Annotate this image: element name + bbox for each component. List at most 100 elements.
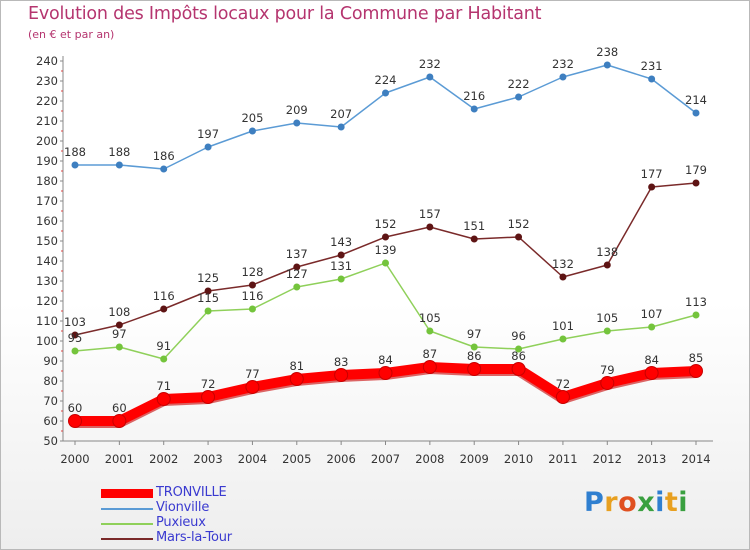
y-tick-label: 230: [36, 74, 58, 88]
y-tick-label: 190: [36, 154, 58, 168]
data-point-mars-la-tour: [71, 331, 79, 339]
data-point-vionville: [160, 165, 168, 173]
y-tick-label: 130: [36, 274, 58, 288]
x-tick-label: 2000: [60, 452, 89, 466]
logo-letter: x: [637, 487, 656, 518]
x-tick-label: 2008: [415, 452, 444, 466]
data-label-mars-la-tour: 177: [641, 167, 663, 181]
data-point-vionville: [293, 119, 301, 127]
data-point-puxieux: [426, 327, 434, 335]
logo-letter: r: [604, 487, 619, 518]
data-point-vionville: [204, 143, 212, 151]
data-point-puxieux: [603, 327, 611, 335]
data-point-tronville: [467, 362, 482, 376]
data-label-vionville: 216: [463, 89, 485, 103]
data-label-tronville: 86: [467, 349, 482, 363]
y-tick-label: 240: [36, 54, 58, 68]
data-label-puxieux: 115: [197, 291, 219, 305]
x-tick-label: 2014: [681, 452, 710, 466]
data-point-tronville: [289, 372, 304, 386]
data-label-vionville: 214: [685, 93, 707, 107]
data-point-mars-la-tour: [692, 179, 700, 187]
data-label-puxieux: 97: [112, 327, 127, 341]
x-tick-label: 2001: [105, 452, 134, 466]
data-point-vionville: [648, 75, 656, 83]
data-label-vionville: 222: [508, 77, 530, 91]
data-point-tronville: [511, 362, 526, 376]
data-point-vionville: [382, 89, 389, 97]
data-label-puxieux: 116: [241, 289, 263, 303]
y-tick-label: 140: [36, 254, 58, 268]
legend: TRONVILLE Vionville Puxieux Mars-la-Tour: [101, 485, 301, 546]
data-point-puxieux: [382, 259, 389, 267]
data-point-mars-la-tour: [115, 321, 123, 329]
data-label-puxieux: 101: [552, 319, 574, 333]
data-point-puxieux: [648, 323, 656, 331]
data-point-puxieux: [515, 345, 523, 353]
data-label-tronville: 79: [600, 363, 615, 377]
data-point-mars-la-tour: [382, 233, 389, 241]
y-tick-label: 70: [43, 394, 58, 408]
proxiti-logo: Proxiti: [584, 487, 688, 518]
data-label-mars-la-tour: 151: [463, 219, 485, 233]
logo-letter: i: [678, 487, 689, 518]
data-label-mars-la-tour: 132: [552, 257, 574, 271]
data-point-mars-la-tour: [337, 251, 345, 259]
y-tick-label: 100: [36, 334, 58, 348]
data-label-mars-la-tour: 103: [64, 315, 86, 329]
data-label-puxieux: 105: [596, 311, 618, 325]
data-point-vionville: [71, 161, 79, 169]
x-tick-label: 2012: [593, 452, 622, 466]
y-tick-label: 90: [43, 354, 58, 368]
x-tick-label: 2010: [504, 452, 533, 466]
data-point-mars-la-tour: [160, 305, 168, 313]
data-point-vionville: [470, 105, 478, 113]
data-label-vionville: 188: [64, 145, 86, 159]
data-label-puxieux: 95: [68, 331, 83, 345]
legend-item-vionville: Vionville: [101, 500, 301, 516]
data-label-mars-la-tour: 179: [685, 163, 707, 177]
data-label-tronville: 85: [689, 351, 704, 365]
y-tick-label: 150: [36, 234, 58, 248]
x-tick-label: 2007: [371, 452, 400, 466]
data-label-vionville: 186: [153, 149, 175, 163]
data-label-mars-la-tour: 138: [596, 245, 618, 259]
data-point-puxieux: [204, 307, 212, 315]
x-tick-label: 2009: [460, 452, 489, 466]
data-label-puxieux: 91: [156, 339, 171, 353]
data-label-vionville: 188: [108, 145, 130, 159]
data-label-tronville: 83: [334, 355, 349, 369]
data-label-mars-la-tour: 152: [375, 217, 397, 231]
data-label-vionville: 197: [197, 127, 219, 141]
legend-swatch-puxieux: [101, 523, 153, 525]
data-point-puxieux: [692, 311, 700, 319]
data-label-mars-la-tour: 108: [108, 305, 130, 319]
x-tick-label: 2011: [548, 452, 577, 466]
data-label-vionville: 238: [596, 45, 618, 59]
data-label-mars-la-tour: 143: [330, 235, 352, 249]
data-label-puxieux: 139: [375, 243, 397, 257]
data-point-tronville: [555, 390, 570, 404]
data-point-mars-la-tour: [293, 263, 301, 271]
data-label-puxieux: 131: [330, 259, 352, 273]
x-tick-label: 2003: [193, 452, 222, 466]
data-label-puxieux: 127: [286, 267, 308, 281]
legend-label-vionville: Vionville: [156, 500, 210, 515]
data-label-mars-la-tour: 157: [419, 207, 441, 221]
y-tick-label: 180: [36, 174, 58, 188]
data-point-tronville: [112, 414, 127, 428]
y-tick-label: 120: [36, 294, 58, 308]
data-label-puxieux: 107: [641, 307, 663, 321]
x-tick-label: 2013: [637, 452, 666, 466]
data-point-vionville: [603, 61, 611, 69]
legend-label-mars-la-tour: Mars-la-Tour: [156, 530, 232, 545]
data-label-vionville: 209: [286, 103, 308, 117]
data-point-mars-la-tour: [515, 233, 523, 241]
data-label-tronville: 84: [644, 353, 659, 367]
data-point-tronville: [156, 392, 171, 406]
data-point-tronville: [600, 376, 615, 390]
data-label-tronville: 60: [112, 401, 127, 415]
x-tick-label: 2005: [282, 452, 311, 466]
